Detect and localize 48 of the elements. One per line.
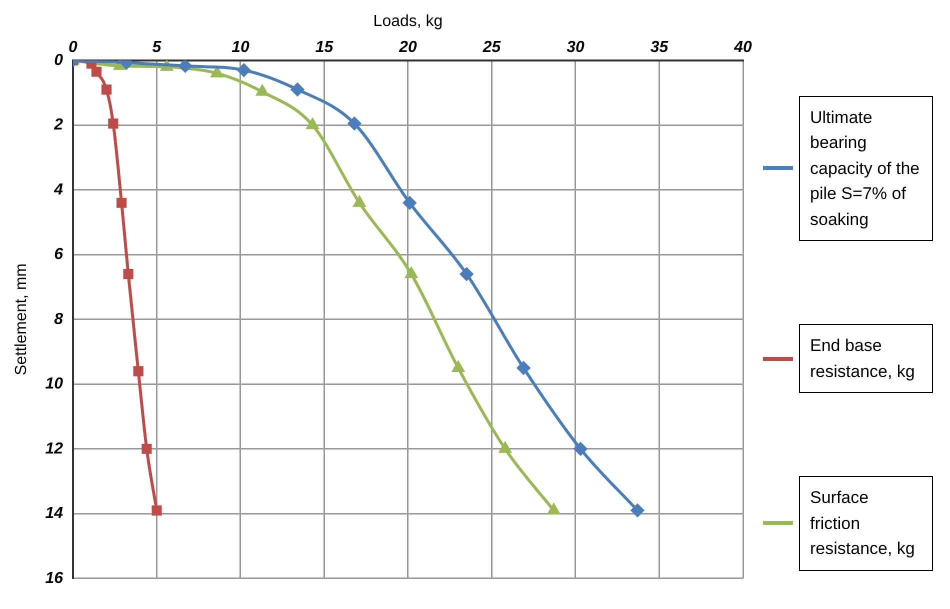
point bbox=[237, 64, 250, 77]
legend-label: Ultimate bearing capacity of the pile S=7% of soaking bbox=[799, 96, 933, 241]
point bbox=[406, 268, 418, 278]
x-tick-label: 40 bbox=[733, 39, 752, 56]
point bbox=[91, 66, 102, 77]
point bbox=[452, 361, 464, 372]
point bbox=[256, 85, 268, 96]
point bbox=[574, 442, 588, 456]
point bbox=[548, 504, 560, 514]
x-axis-title: Loads, kg bbox=[373, 13, 443, 30]
y-tick-label: 4 bbox=[53, 181, 64, 198]
point bbox=[116, 198, 127, 208]
point bbox=[211, 66, 223, 78]
point bbox=[290, 83, 304, 96]
point bbox=[101, 84, 112, 95]
x-tick-label: 35 bbox=[650, 39, 670, 56]
x-tick-label: 0 bbox=[68, 39, 78, 56]
y-tick-label: 14 bbox=[45, 505, 64, 522]
point bbox=[306, 118, 318, 130]
point bbox=[460, 268, 474, 281]
y-tick-label: 12 bbox=[45, 440, 64, 458]
point bbox=[630, 504, 644, 517]
y-tick-label: 16 bbox=[45, 570, 64, 587]
x-tick-label: 15 bbox=[315, 39, 334, 56]
point bbox=[517, 361, 530, 374]
y-axis-title: Settlement, mm bbox=[13, 263, 30, 376]
y-tick-label: 2 bbox=[53, 116, 64, 134]
point bbox=[152, 505, 162, 516]
point bbox=[178, 60, 192, 72]
legend-label: End base resistance, kg bbox=[799, 324, 933, 393]
x-tick-label: 20 bbox=[398, 39, 417, 56]
y-tick-label: 6 bbox=[54, 246, 64, 264]
y-tick-label: 8 bbox=[54, 310, 64, 328]
point bbox=[403, 196, 416, 210]
x-tick-label: 30 bbox=[566, 39, 584, 56]
point bbox=[142, 444, 152, 454]
x-tick-label: 10 bbox=[232, 39, 250, 56]
point bbox=[133, 366, 144, 376]
y-tick-label: 0 bbox=[54, 52, 64, 69]
point bbox=[354, 196, 366, 207]
point bbox=[499, 442, 511, 453]
legend-label: Surface friction resistance, kg bbox=[799, 476, 933, 570]
x-tick-label: 5 bbox=[152, 39, 162, 56]
x-tick-label: 25 bbox=[482, 39, 502, 56]
point bbox=[108, 118, 118, 129]
y-tick-label: 10 bbox=[45, 376, 64, 393]
point bbox=[348, 117, 361, 130]
point bbox=[123, 269, 134, 280]
